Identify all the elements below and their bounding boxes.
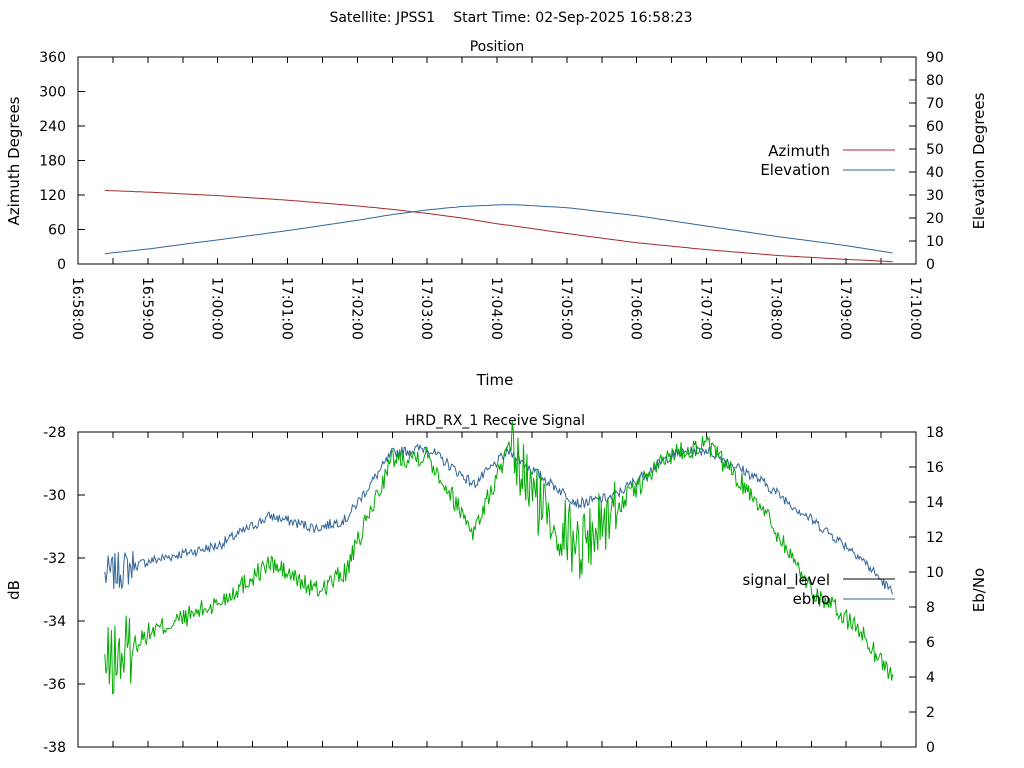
- right-tick-label: 90: [926, 50, 944, 66]
- right-tick-label: 20: [926, 211, 944, 227]
- signal-x-axis: [77, 432, 917, 747]
- left-tick-label: -32: [43, 551, 66, 567]
- green-series-line: [104, 421, 894, 695]
- right-tick-label: 12: [926, 530, 944, 546]
- left-tick-label: -34: [43, 614, 66, 630]
- right-tick-label: 10: [926, 565, 944, 581]
- satellite-label: Satellite: JPSS1: [329, 10, 435, 26]
- right-tick-label: 16: [926, 460, 944, 476]
- signal-plot-frame: [77, 431, 917, 748]
- header-line: Satellite: JPSS1 Start Time: 02-Sep-2025 …: [329, 10, 692, 26]
- x-tick-label: 17:07:00: [698, 277, 714, 340]
- right-tick-label: 30: [926, 188, 944, 204]
- right-tick-label: 4: [926, 670, 935, 686]
- left-tick-label: -28: [43, 425, 66, 441]
- position-y2-axis: 0 10 20 30 40 50 60 70 80 90: [909, 50, 944, 273]
- time-axis-label: Time: [476, 371, 514, 389]
- left-tick-label: -30: [43, 488, 66, 504]
- x-tick-label: 17:03:00: [418, 277, 434, 340]
- left-tick-label: 180: [39, 154, 66, 170]
- right-tick-label: 0: [926, 740, 935, 756]
- ebno-series-line: [104, 443, 894, 595]
- right-tick-label: 10: [926, 234, 944, 250]
- left-tick-label: 300: [39, 85, 66, 101]
- x-tick-label: 17:10:00: [907, 277, 923, 340]
- position-x-axis: 16:58:00 16:59:00 17:00:00 17:01:00 17:02:00…: [69, 57, 923, 340]
- signal-chart-title: HRD_RX_1 Receive Signal: [405, 413, 585, 429]
- x-tick-label: 17:01:00: [279, 277, 295, 340]
- signal-legend: signal_level ebno: [742, 571, 895, 608]
- position-series: [104, 189, 893, 263]
- db-axis-label: dB: [5, 580, 23, 600]
- x-tick-label: 17:00:00: [209, 277, 225, 340]
- position-y-axis: 0 60 120 180 240 300 360: [39, 50, 85, 273]
- x-tick-label: 17:05:00: [558, 277, 574, 340]
- left-tick-label: -38: [43, 740, 66, 756]
- right-tick-label: 50: [926, 142, 944, 158]
- right-tick-label: 70: [926, 96, 944, 112]
- right-tick-label: 60: [926, 119, 944, 135]
- left-tick-label: 120: [39, 188, 66, 204]
- signal-series: [104, 421, 894, 695]
- right-tick-label: 14: [926, 495, 944, 511]
- x-tick-label: 16:59:00: [139, 277, 155, 340]
- start-time-label: Start Time: 02-Sep-2025 16:58:23: [453, 10, 692, 26]
- signal-y-axis: -28 -30 -32 -34 -36 -38: [43, 425, 85, 756]
- elevation-series-line: [104, 204, 893, 255]
- x-tick-label: 16:58:00: [69, 277, 85, 340]
- right-tick-label: 80: [926, 73, 944, 89]
- x-tick-label: 17:02:00: [348, 277, 364, 340]
- right-tick-label: 8: [926, 600, 935, 616]
- x-tick-label: 17:09:00: [837, 277, 853, 340]
- right-tick-label: 40: [926, 165, 944, 181]
- elevation-axis-label: Elevation Degrees: [970, 92, 988, 229]
- left-tick-label: 60: [48, 223, 66, 239]
- left-tick-label: 360: [39, 50, 66, 66]
- position-chart-title: Position: [470, 39, 525, 55]
- signal-y2-axis: 0 2 4 6 8 10 12 14 16 18: [909, 425, 944, 756]
- azimuth-series-line: [104, 189, 893, 263]
- position-legend: Azimuth Elevation: [760, 142, 895, 179]
- legend-azimuth-label: Azimuth: [768, 142, 830, 160]
- legend-elevation-label: Elevation: [760, 161, 830, 179]
- position-chart: Position 0 60 120 180 240 300 360 0 10 20 30 40 50 6…: [5, 39, 988, 389]
- legend-signal-level-label: signal_level: [742, 571, 830, 590]
- signal-chart: HRD_RX_1 Receive Signal -28-30-32-34-36-…: [5, 413, 988, 756]
- right-tick-label: 18: [926, 425, 944, 441]
- right-tick-label: 2: [926, 705, 935, 721]
- left-tick-label: 240: [39, 119, 66, 135]
- ebno-axis-label: Eb/No: [970, 568, 988, 612]
- left-tick-label: 0: [57, 257, 66, 273]
- x-tick-label: 17:06:00: [628, 277, 644, 340]
- azimuth-axis-label: Azimuth Degrees: [5, 96, 23, 225]
- legend-ebno-label: ebno: [793, 590, 830, 608]
- right-tick-label: 6: [926, 635, 935, 651]
- left-tick-label: -36: [43, 677, 66, 693]
- right-tick-label: 0: [926, 257, 935, 273]
- x-tick-label: 17:08:00: [767, 277, 783, 340]
- x-tick-label: 17:04:00: [488, 277, 504, 340]
